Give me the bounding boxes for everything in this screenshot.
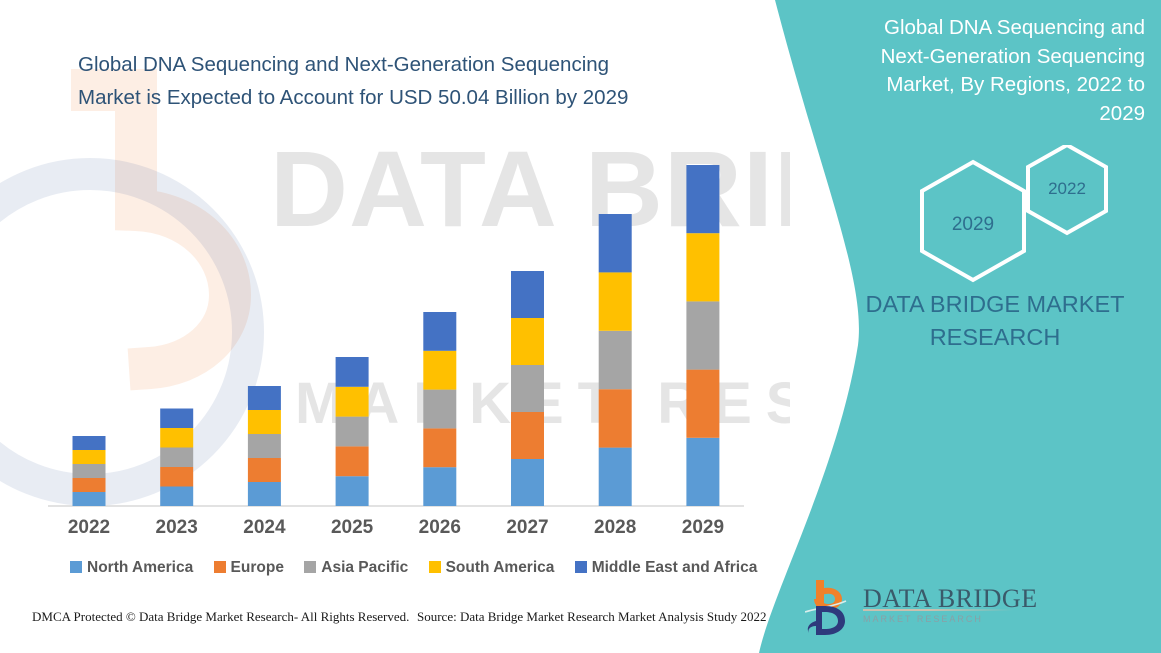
svg-text:2024: 2024	[243, 517, 286, 538]
svg-text:2023: 2023	[156, 517, 198, 538]
svg-text:2029: 2029	[952, 214, 994, 235]
svg-text:2022: 2022	[68, 517, 110, 538]
svg-text:2027: 2027	[506, 517, 548, 538]
svg-text:2026: 2026	[419, 517, 461, 538]
svg-text:2025: 2025	[331, 517, 374, 538]
svg-text:2028: 2028	[594, 517, 636, 538]
svg-text:2029: 2029	[682, 517, 724, 538]
svg-text:2022: 2022	[1048, 179, 1086, 198]
